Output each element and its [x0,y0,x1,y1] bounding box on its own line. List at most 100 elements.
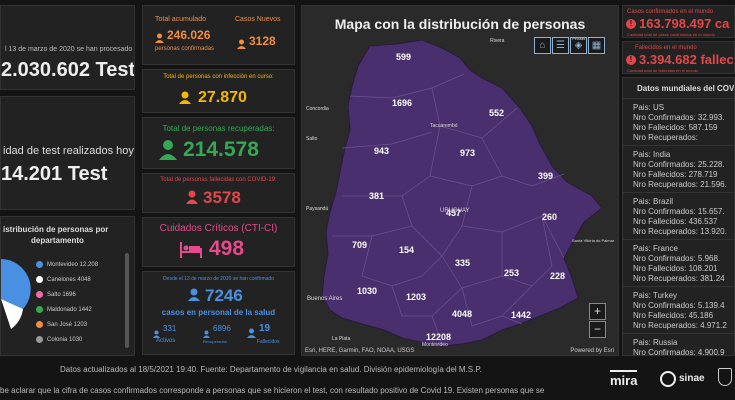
zoom-in-button[interactable]: + [589,303,606,320]
health-deceased-label: Fallecidos [257,339,280,345]
country-item[interactable]: Pais: Russia Nro Confirmados: 4.900.9 [623,333,734,356]
legend-label: San José 1203 [47,321,88,328]
map-place-label: La Plata [332,336,351,342]
deceased-value: 3578 [203,188,241,207]
new-cases-value: 3128 [249,34,276,48]
health-staff-note: Desde el 13 de marzo de 2020 se han conf… [163,276,274,282]
legend-item: Colonia 1030 [36,332,121,347]
health-active-label: Activos [156,338,176,344]
country-conf: Nro Confirmados: 5.968. [633,254,721,263]
world-confirmed-value: 163.798.497 ca [639,16,730,31]
country-conf: Nro Confirmados: 15.657. [633,207,725,216]
map-department-count[interactable]: 228 [550,271,566,281]
map-department-count[interactable]: 12208 [426,332,452,342]
map-department-count[interactable]: 943 [374,146,390,156]
country-recup: Nro Recuperados: 381.24 [633,274,725,283]
health-deceased-value: 19 [259,323,271,334]
country-recup: Nro Recuperados: [633,133,698,142]
country-item[interactable]: Pais: France Nro Confirmados: 5.968. Nro F… [623,239,734,286]
map-place-label: Paysandú [306,206,329,212]
zoom-out-button[interactable]: − [589,321,606,338]
deceased-label: Total de personas fallecidas con COVID-1… [160,177,277,183]
map-powered-by[interactable]: Powered by Esri [570,348,614,354]
country-item[interactable]: Pais: US Nro Confirmados: 32.993. Nro Fall… [623,98,734,145]
country-conf: Nro Confirmados: 25.228. [633,160,725,169]
footer-updated: Datos actualizados al 18/5/2021 19:40. F… [60,365,482,374]
map-place-label: Buenos Aires [307,296,343,302]
distribution-pie [1,259,31,329]
map-attribution[interactable]: Esri, HERE, Garmin, FAO, NOAA, USGS [305,348,415,354]
legend-scrollbar[interactable] [125,253,129,348]
world-list-title: Datos mundiales del COV [637,84,735,93]
tests-today-label: idad de test realizados hoy [3,145,134,157]
country-item[interactable]: Pais: Turkey Nro Confirmados: 5.139.4 Nro … [623,286,734,333]
map-department-count[interactable]: 1696 [392,98,413,108]
map-place-label: URUGUAY [440,208,470,214]
legend-dot [36,291,43,298]
footer-disclaimer: be aclarar que la cifra de casos confirm… [0,386,545,395]
active-infection-panel: Total de personas con infección en curso… [142,69,295,113]
map-department-count[interactable]: 709 [352,240,368,250]
tests-note: l 13 de marzo de 2020 se han procesado [5,46,133,53]
new-cases-label: Casos Nuevos [235,16,281,23]
total-value: 246.026 [167,28,211,42]
pie-slice-montevideo [1,259,31,309]
person-icon [247,325,256,343]
country-item[interactable]: Pais: Brazil Nro Confirmados: 15.657. Nro … [623,192,734,239]
map-department-count[interactable]: 399 [538,171,554,181]
map-department-count[interactable]: 599 [396,52,412,62]
distribution-title: istribución de personas por [3,225,109,234]
world-country-list[interactable]: Pais: US Nro Confirmados: 32.993. Nro Fall… [623,98,734,356]
tests-today-panel: idad de test realizados hoy 14.201 Test [0,96,135,210]
legend-item: Montevideo 12.208 [36,257,121,272]
map-department-count[interactable]: 260 [542,212,558,222]
country-fallec: Nro Fallecidos: 108.201 [633,264,718,273]
country-recup: Nro Recuperados: 13.920. [633,227,727,236]
map-department-count[interactable]: 381 [369,191,385,201]
tests-total-panel: l 13 de marzo de 2020 se han procesado 2… [0,5,135,90]
legend-item: Maldonado 1442 [36,302,121,317]
map-place-label: Pelotas [572,36,586,41]
legend-label: Maldonado 1442 [47,306,92,313]
department-borders [332,73,565,345]
legend-label: Canelones 4048 [47,276,91,283]
home-icon[interactable]: ⌂ [534,37,551,54]
world-deceased-note: Cantidad total de fallecidos en el mundo [627,68,699,73]
tests-today-value: 14.201 Test [1,163,108,185]
list-icon[interactable]: ☰ [552,37,569,54]
country-pais: Pais: France [633,244,678,253]
map-department-count[interactable]: 552 [489,108,505,118]
distribution-subtitle: departamento [31,236,84,245]
layers-icon[interactable]: ◈ [570,37,587,54]
map-department-count[interactable]: 1442 [511,310,532,320]
critical-care-panel: Cuidados Críticos (CTI-CI) 498 [142,217,295,267]
country-conf: Nro Confirmados: 4.900.9 [633,348,725,356]
person-icon [186,190,198,209]
warning-icon: ! [626,19,636,29]
sinae-logo-icon [660,371,676,387]
map-department-count[interactable]: 1030 [357,286,378,296]
legend-label: Montevideo 12.208 [47,261,99,268]
active-label: Total de personas con infección en curso… [163,74,274,80]
uruguay-map[interactable] [302,26,619,356]
legend-dot [36,321,43,328]
map-department-count[interactable]: 154 [399,245,415,255]
legend-label: Colonia 1030 [47,336,83,343]
country-item[interactable]: Pais: India Nro Confirmados: 25.228. Nro F… [623,145,734,192]
person-icon [188,288,200,306]
world-list-panel: Datos mundiales del COV Pais: US Nro Conf… [622,77,735,356]
basemap-icon[interactable]: ▦ [588,37,605,54]
person-icon [155,30,164,48]
map-department-count[interactable]: 973 [460,148,476,158]
map-department-count[interactable]: 335 [455,258,471,268]
person-icon [153,325,160,343]
map-department-count[interactable]: 457 [446,208,462,218]
country-conf: Nro Confirmados: 5.139.4 [633,301,725,310]
map-department-count[interactable]: 1203 [406,292,427,302]
map-department-count[interactable]: 4048 [452,309,473,319]
map-place-label: Santa Vitória do Palmar [572,238,615,243]
legend-item: Canelones 4048 [36,272,121,287]
map-department-count[interactable]: 253 [504,268,520,278]
map-place-label: Salto [306,136,318,142]
map-place-label: Montevideo [422,342,448,348]
